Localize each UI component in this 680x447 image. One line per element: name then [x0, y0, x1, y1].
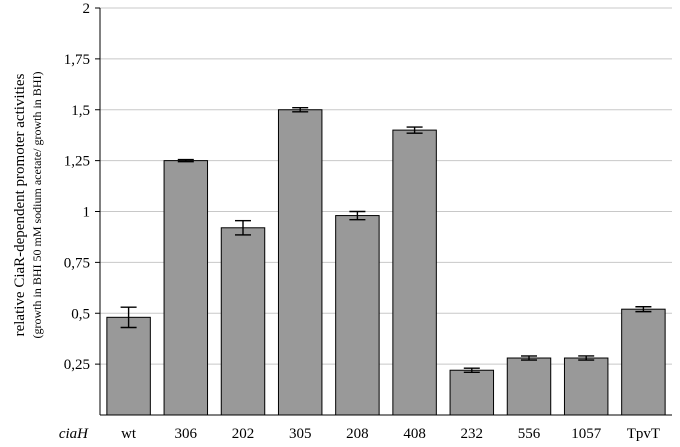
y-tick-labels: 0,25 0,5 0,75 1 1,25 1,5 1,75 2 [64, 1, 90, 373]
x-category-label: 1057 [571, 426, 602, 442]
bar [335, 215, 380, 416]
x-category-label: 305 [289, 426, 312, 442]
y-tick-label: 1 [83, 205, 91, 221]
bar [106, 316, 151, 416]
bar [220, 227, 266, 416]
x-category-labels: wt 306 202 305 208 408 232 556 1057 TpvT [121, 426, 660, 442]
bar [506, 357, 552, 416]
bar [163, 160, 209, 416]
x-axis-title: ciaH [59, 426, 89, 442]
y-tick-label: 0,75 [64, 255, 90, 271]
axes [95, 7, 672, 416]
y-axis-title-main: relative CiaR-dependent promoter activit… [12, 73, 28, 336]
x-category-label: 556 [518, 426, 541, 442]
y-tick-label: 0,25 [64, 357, 90, 373]
y-axis-title: relative CiaR-dependent promoter activit… [12, 72, 44, 339]
y-tick-label: 1,5 [71, 103, 90, 119]
bar [621, 308, 666, 416]
x-category-label: 232 [461, 426, 484, 442]
x-category-label: wt [121, 426, 137, 442]
bar [277, 109, 323, 416]
x-category-label: 202 [232, 426, 255, 442]
y-tick-label: 2 [83, 1, 91, 17]
y-tick-label: 1,75 [64, 52, 90, 68]
bar [449, 369, 495, 416]
y-tick-label: 1,25 [64, 154, 90, 170]
y-tick-label: 0,5 [71, 306, 90, 322]
x-category-label: 306 [175, 426, 198, 442]
bar [563, 357, 609, 416]
bar [392, 129, 437, 416]
x-category-label: 408 [403, 426, 426, 442]
bars [106, 107, 666, 416]
x-category-label: TpvT [627, 426, 660, 442]
y-axis-title-sub: (growth in BHI 50 mM sodium acetate/ gro… [30, 72, 44, 339]
x-category-label: 208 [346, 426, 369, 442]
